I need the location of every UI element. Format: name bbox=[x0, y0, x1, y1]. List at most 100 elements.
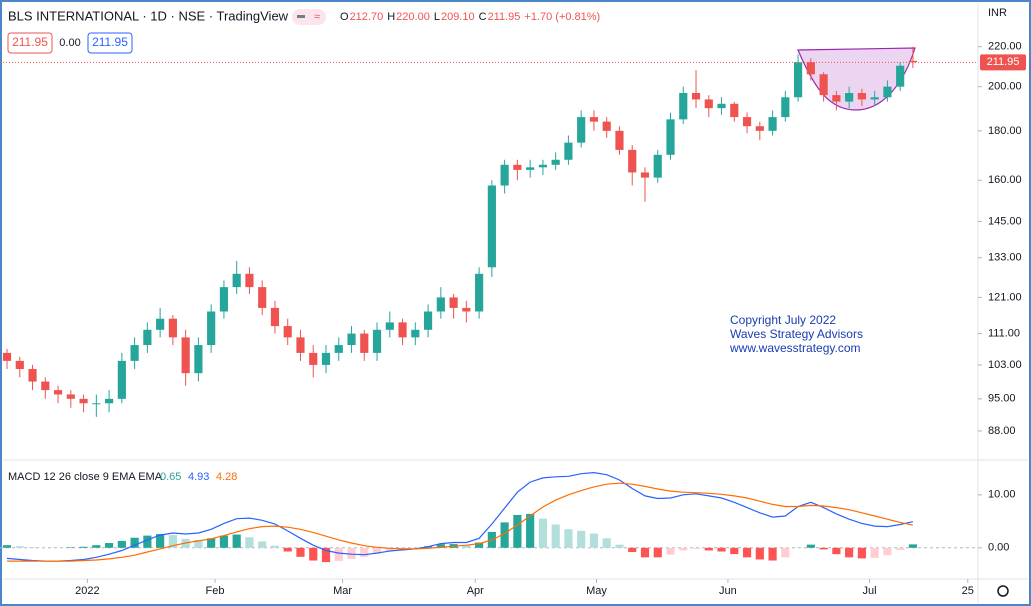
histogram-bar bbox=[819, 547, 828, 550]
histogram-bar bbox=[640, 547, 650, 558]
candle-body bbox=[577, 117, 586, 143]
histogram-bar bbox=[526, 513, 535, 548]
histogram-bar bbox=[347, 547, 356, 559]
candle-body bbox=[194, 345, 203, 374]
y-tick-label: 88.00 bbox=[988, 425, 1016, 437]
signal-value: 4.28 bbox=[216, 471, 237, 483]
candle-body bbox=[283, 326, 292, 338]
histogram-bar bbox=[2, 545, 12, 548]
histogram-bar bbox=[245, 537, 254, 548]
x-tick-label: Jun bbox=[719, 585, 737, 597]
histogram-bar bbox=[628, 547, 637, 553]
currency: INR bbox=[988, 7, 1007, 19]
histogram-bar bbox=[564, 529, 573, 548]
y-tick-label: 133.00 bbox=[988, 252, 1022, 264]
histogram-bar bbox=[577, 530, 586, 548]
candle-body bbox=[296, 337, 305, 353]
candle-body bbox=[207, 311, 216, 346]
spread: 0.00 bbox=[59, 37, 80, 49]
candle-body bbox=[245, 273, 254, 288]
y-tick-label: 111.00 bbox=[988, 327, 1020, 339]
histogram-bar bbox=[309, 547, 318, 561]
candle-body bbox=[385, 322, 394, 330]
sell-price: 211.95 bbox=[12, 35, 48, 49]
candle-body bbox=[896, 65, 905, 87]
candle-body bbox=[436, 297, 445, 312]
candle-body bbox=[130, 345, 139, 361]
candle-body bbox=[411, 329, 420, 338]
candle-body bbox=[513, 164, 522, 170]
histogram-bar bbox=[551, 524, 560, 548]
candle-body bbox=[309, 352, 318, 365]
histogram-bar bbox=[334, 547, 343, 562]
histogram-bar bbox=[385, 547, 394, 551]
buy-price: 211.95 bbox=[92, 35, 128, 49]
histogram-bar bbox=[79, 546, 88, 548]
histogram-bar bbox=[602, 538, 611, 548]
candle-body bbox=[270, 307, 280, 327]
candle-body bbox=[628, 149, 637, 173]
x-tick-label: Feb bbox=[206, 585, 225, 597]
y-tick-label: 160.00 bbox=[988, 174, 1022, 186]
candle-body bbox=[347, 333, 356, 346]
histogram-bar bbox=[500, 522, 509, 548]
histogram-bar bbox=[462, 545, 471, 548]
candle-body bbox=[845, 93, 854, 102]
candle-body bbox=[105, 398, 114, 404]
candle-body bbox=[92, 403, 101, 405]
y-tick-label: 103.00 bbox=[988, 359, 1022, 371]
ohlc-legend: O 212.70 H 220.00 L 209.10 C 211.95 +1.70 (+0.81… bbox=[340, 11, 600, 23]
candle-body bbox=[819, 74, 828, 96]
histogram-bar bbox=[15, 546, 24, 548]
ohlc-value: 211.95 bbox=[488, 11, 521, 23]
y-tick-label: 95.00 bbox=[988, 393, 1016, 405]
candle-body bbox=[449, 297, 458, 308]
candle-body bbox=[666, 119, 675, 155]
candle-body bbox=[832, 95, 841, 102]
histogram-bar bbox=[194, 539, 203, 548]
candle-body bbox=[640, 172, 650, 178]
settings-icon[interactable] bbox=[997, 585, 1009, 597]
histogram-bar bbox=[589, 533, 599, 548]
candle-body bbox=[691, 93, 701, 100]
candle-body bbox=[538, 164, 547, 168]
histogram-bar bbox=[321, 547, 331, 563]
candle-body bbox=[551, 159, 560, 165]
ohlc-value: 212.70 bbox=[350, 11, 384, 23]
candle-body bbox=[806, 62, 815, 75]
candle-body bbox=[755, 126, 764, 131]
candle-body bbox=[462, 307, 471, 312]
y-tick-label: 180.00 bbox=[988, 125, 1022, 137]
histogram-bar bbox=[870, 547, 879, 558]
x-tick-label: 2022 bbox=[75, 585, 99, 597]
histogram-bar bbox=[806, 544, 815, 548]
x-tick-label: Apr bbox=[467, 585, 484, 597]
histogram-bar bbox=[845, 547, 854, 558]
candle-body bbox=[883, 86, 892, 98]
candle-body bbox=[870, 97, 879, 100]
histogram-bar bbox=[105, 543, 114, 548]
buy-box[interactable] bbox=[87, 32, 133, 54]
candle-body bbox=[143, 329, 152, 346]
ohlc-key: C bbox=[479, 11, 487, 23]
histogram-bar bbox=[653, 547, 662, 558]
candle-body bbox=[117, 360, 126, 399]
candle-body bbox=[360, 333, 369, 353]
candle-body bbox=[475, 273, 484, 312]
histogram-bar bbox=[117, 540, 126, 548]
ohlc-key: O bbox=[340, 11, 349, 23]
histogram-bar bbox=[143, 535, 152, 548]
candle-body bbox=[526, 167, 535, 170]
sell-box[interactable] bbox=[7, 32, 53, 54]
candle-body bbox=[908, 60, 918, 63]
macd-hist-value: 0.65 bbox=[160, 471, 181, 483]
histogram-bar bbox=[207, 538, 216, 548]
indicator-pill[interactable] bbox=[292, 9, 326, 25]
y-tick-label: 220.00 bbox=[988, 41, 1022, 53]
ohlc-key: L bbox=[434, 11, 440, 23]
watermark: Waves Strategy Advisors bbox=[730, 327, 863, 341]
candle-body bbox=[334, 345, 343, 353]
histogram-bar bbox=[66, 547, 75, 548]
candle-body bbox=[704, 99, 713, 109]
